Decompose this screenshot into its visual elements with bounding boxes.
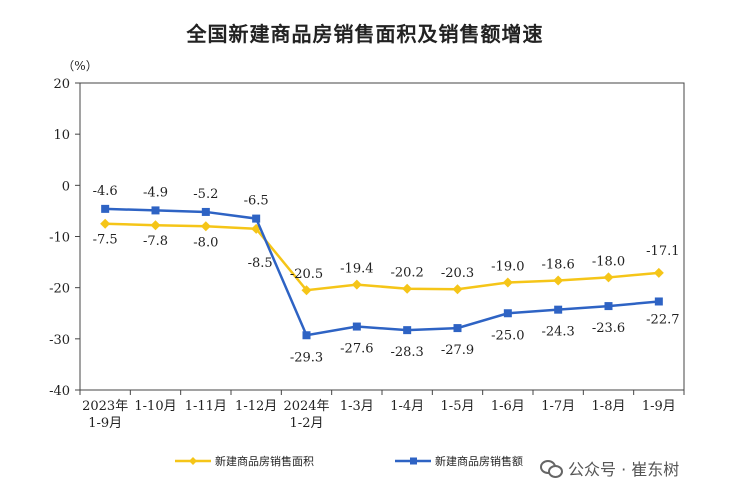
sales-amount-point bbox=[554, 305, 563, 314]
sales-area-data-label: -7.8 bbox=[143, 234, 168, 249]
legend-marker bbox=[410, 457, 417, 465]
sales-amount-data-label: -24.3 bbox=[541, 325, 574, 340]
watermark: 公众号 · 崔东树 bbox=[540, 456, 679, 480]
sales-amount-point bbox=[302, 331, 311, 340]
sales-area-data-label: -19.0 bbox=[491, 260, 524, 275]
sales-amount-line bbox=[105, 207, 659, 337]
x-tick-label: 1-3月 bbox=[340, 399, 374, 414]
y-tick-label: 0 bbox=[62, 179, 70, 194]
x-tick-label: 1-11月 bbox=[185, 399, 227, 414]
sales-area-point bbox=[603, 272, 614, 283]
sales-area-data-label: -20.3 bbox=[441, 266, 474, 281]
sales-amount-data-label: -27.9 bbox=[441, 343, 474, 358]
x-tick-label: 1-4月 bbox=[390, 399, 424, 414]
sales-amount-data-label: -5.2 bbox=[193, 187, 218, 202]
sales-amount-point bbox=[252, 214, 261, 223]
y-axis-unit-label: （%） bbox=[62, 59, 97, 73]
watermark-text: 公众号 · 崔东树 bbox=[568, 460, 680, 479]
sales-amount-data-label: -28.3 bbox=[390, 345, 423, 360]
sales-amount-data-label: -6.5 bbox=[244, 194, 269, 209]
legend-marker bbox=[189, 457, 197, 465]
wechat-icon bbox=[540, 459, 563, 478]
sales-area-data-label: -18.0 bbox=[592, 254, 625, 269]
sales-area-line bbox=[105, 222, 659, 292]
sales-area-point bbox=[502, 277, 513, 288]
sales-area-data-label: -7.5 bbox=[93, 233, 118, 248]
sales-area-data-label: -8.5 bbox=[248, 256, 273, 271]
sales-area-data-label: -17.1 bbox=[646, 244, 679, 259]
sales-amount-point bbox=[352, 322, 361, 331]
sales-area-data-label: -19.4 bbox=[340, 262, 373, 277]
x-tick-label: 1-7月 bbox=[541, 399, 575, 414]
chart-title: 全国新建商品房销售面积及销售额增速 bbox=[186, 22, 544, 46]
sales-amount-data-label: -4.6 bbox=[93, 184, 118, 199]
x-tick-label: 2024年 bbox=[283, 399, 329, 414]
x-tick-label: 1-8月 bbox=[592, 399, 626, 414]
sales-area-data-label: -20.5 bbox=[290, 267, 323, 282]
sales-amount-data-label: -25.0 bbox=[491, 328, 524, 343]
sales-area-point bbox=[402, 283, 413, 294]
sales-area-point bbox=[200, 221, 211, 232]
x-tick-label: 1-9月 bbox=[88, 416, 122, 431]
sales-area-data-label: -8.0 bbox=[193, 235, 218, 250]
sales-area-point bbox=[150, 220, 161, 231]
x-tick-label: 1-9月 bbox=[642, 399, 676, 414]
sales-amount-data-label: -4.9 bbox=[143, 185, 168, 200]
x-tick-label: 1-5月 bbox=[441, 399, 475, 414]
legend-label: 新建商品房销售面积 bbox=[215, 454, 314, 468]
y-tick-label: -20 bbox=[49, 282, 70, 297]
sales-amount-point bbox=[654, 297, 663, 306]
sales-amount-point bbox=[151, 206, 160, 215]
sales-area-point bbox=[301, 285, 312, 296]
sales-amount-data-label: -22.7 bbox=[646, 312, 679, 327]
sales-amount-data-label: -27.6 bbox=[340, 342, 373, 357]
sales-amount-data-label: -23.6 bbox=[592, 321, 625, 336]
sales-amount-point bbox=[101, 204, 110, 213]
x-tick-label: 2023年 bbox=[82, 399, 128, 414]
sales-area-data-label: -20.2 bbox=[390, 266, 423, 281]
sales-area-point bbox=[452, 284, 463, 295]
sales-area-point bbox=[653, 267, 664, 278]
x-tick-label: 1-2月 bbox=[290, 416, 324, 431]
legend-label: 新建商品房销售额 bbox=[435, 454, 523, 468]
x-tick-label: 1-10月 bbox=[134, 399, 176, 414]
sales-amount-point bbox=[453, 324, 462, 333]
y-tick-label: -30 bbox=[49, 333, 70, 348]
y-tick-label: 20 bbox=[53, 77, 70, 92]
y-tick-label: -10 bbox=[49, 231, 70, 246]
x-tick-label: 1-6月 bbox=[491, 399, 525, 414]
sales-area-point bbox=[553, 275, 564, 286]
sales-area-data-label: -18.6 bbox=[541, 258, 574, 273]
sales-amount-point bbox=[201, 207, 210, 216]
sales-amount-point bbox=[604, 302, 613, 311]
y-tick-label: 10 bbox=[53, 128, 70, 143]
sales-amount-point bbox=[403, 326, 412, 335]
sales-amount-point bbox=[503, 309, 512, 318]
sales-area-point bbox=[351, 279, 362, 290]
x-tick-label: 1-12月 bbox=[235, 399, 277, 414]
sales-area-point bbox=[100, 218, 111, 229]
plot-frame bbox=[79, 82, 685, 391]
sales-amount-data-label: -29.3 bbox=[290, 350, 323, 365]
y-tick-label: -40 bbox=[49, 384, 70, 399]
